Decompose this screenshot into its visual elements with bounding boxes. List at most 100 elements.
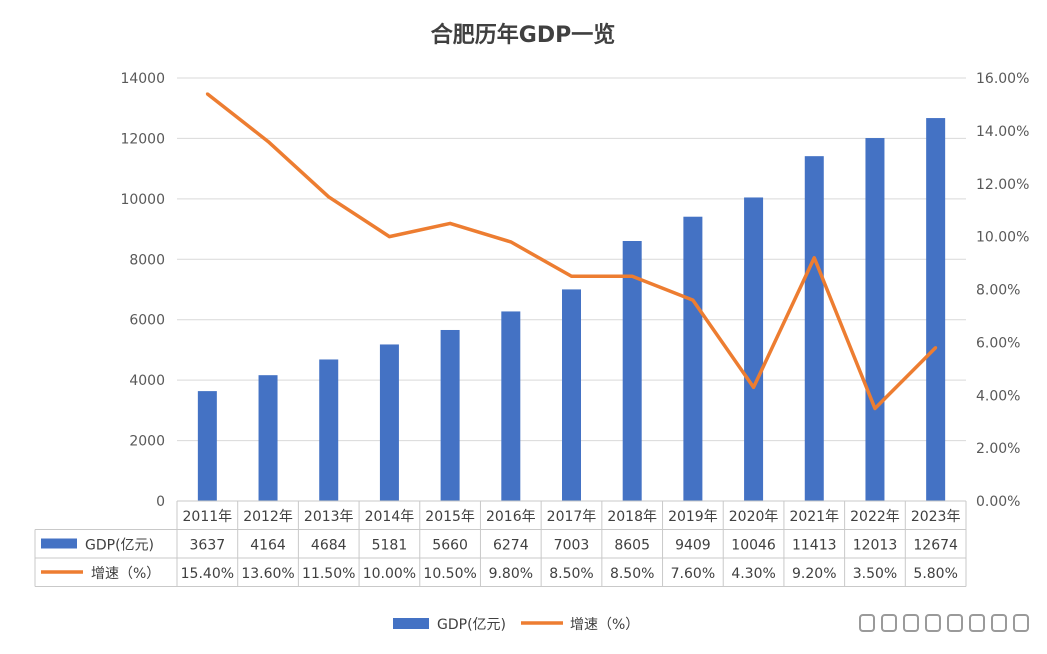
growth-value-label: 9.20%	[792, 566, 836, 582]
growth-value-label: 8.50%	[610, 566, 654, 582]
left-tick-label: 4000	[129, 373, 165, 389]
category-label: 2018年	[607, 509, 657, 525]
gdp-value-label: 5181	[372, 538, 408, 554]
gdp-value-label: 8605	[614, 538, 650, 554]
growth-point	[570, 274, 573, 278]
gdp-bar	[804, 156, 824, 501]
watermark-icon	[859, 614, 875, 632]
gdp-legend-key	[41, 538, 77, 549]
growth-point	[266, 139, 270, 143]
growth-value-label: 7.60%	[671, 566, 715, 582]
gdp-bar	[926, 118, 946, 501]
watermark-icon	[881, 614, 897, 632]
growth-point	[509, 240, 513, 244]
category-label: 2015年	[425, 509, 475, 525]
gdp-bar	[683, 216, 703, 501]
gdp-value-label: 9409	[675, 538, 711, 554]
growth-point	[630, 274, 634, 278]
growth-line	[205, 92, 938, 411]
category-label: 2013年	[304, 509, 354, 525]
right-tick-label: 6.00%	[976, 335, 1020, 351]
growth-value-label: 9.80%	[489, 566, 533, 582]
growth-value-label: 4.30%	[731, 566, 775, 582]
growth-point	[691, 298, 695, 302]
gdp-value-label: 7003	[554, 538, 590, 554]
growth-value-label: 10.50%	[423, 566, 476, 582]
gdp-bar	[197, 391, 217, 501]
left-tick-label: 10000	[120, 192, 165, 208]
gdp-row-label: GDP(亿元)	[85, 538, 154, 554]
legend: GDP(亿元) 增速（%）	[393, 617, 639, 633]
gdp-bar	[319, 359, 339, 501]
right-tick-label: 4.00%	[976, 388, 1020, 404]
legend-gdp-key	[393, 618, 429, 629]
gdp-bar	[562, 289, 581, 501]
gdp-bar	[865, 138, 885, 502]
category-label: 2020年	[729, 509, 779, 525]
category-label: 2014年	[365, 509, 415, 525]
watermark-icons	[841, 614, 1029, 634]
left-tick-label: 0	[156, 494, 165, 510]
gdp-value-label: 5660	[432, 538, 468, 554]
right-tick-label: 8.00%	[976, 283, 1020, 299]
category-label: 2016年	[486, 509, 536, 525]
gdp-value-label: 12674	[913, 538, 958, 554]
category-label: 2011年	[183, 509, 233, 525]
watermark-icon	[969, 614, 985, 632]
legend-gdp-label: GDP(亿元)	[437, 617, 506, 633]
left-tick-label: 6000	[129, 313, 165, 329]
watermark-icon	[925, 614, 941, 632]
right-tick-label: 0.00%	[976, 494, 1020, 510]
category-label: 2023年	[911, 509, 961, 525]
growth-value-label: 8.50%	[549, 566, 593, 582]
growth-value-label: 15.40%	[181, 566, 234, 582]
category-label: 2022年	[850, 509, 900, 525]
category-label: 2019年	[668, 509, 718, 525]
growth-row-label: 增速（%）	[91, 566, 160, 582]
watermark-icon	[947, 614, 963, 632]
left-tick-label: 8000	[129, 252, 165, 268]
gdp-value-label: 4164	[250, 538, 286, 554]
growth-point	[387, 235, 391, 239]
left-tick-label: 12000	[120, 131, 165, 147]
gdp-bar	[744, 197, 764, 501]
gdp-bar	[501, 311, 521, 501]
legend-growth-label: 增速（%）	[570, 617, 639, 633]
gdp-bar	[622, 241, 642, 501]
gdp-value-label: 6274	[493, 538, 529, 554]
growth-value-label: 10.00%	[363, 566, 416, 582]
growth-point	[327, 195, 331, 199]
gdp-bars	[197, 118, 946, 502]
gdp-value-label: 3637	[190, 538, 226, 554]
watermark-icon	[903, 614, 919, 632]
right-tick-label: 14.00%	[976, 124, 1029, 140]
growth-value-label: 11.50%	[302, 566, 355, 582]
growth-value-label: 5.80%	[913, 566, 957, 582]
category-label: 2017年	[547, 509, 597, 525]
watermark-icon	[1013, 614, 1029, 632]
growth-point	[873, 406, 877, 410]
left-tick-label: 14000	[120, 71, 165, 87]
right-tick-label: 16.00%	[976, 71, 1029, 87]
data-table: 2011年 2012年 2013年 2014年 2015年 2016年 2017年 2018年…	[34, 500, 967, 587]
right-axis-ticks: 0.00% 2.00% 4.00% 6.00% 8.00% 10.00% 12.00% 14.…	[976, 71, 1029, 510]
watermark-icon	[991, 614, 1007, 632]
gdp-bar	[440, 329, 460, 501]
gdp-bar	[258, 375, 278, 501]
gdp-value-label: 4684	[311, 538, 347, 554]
growth-point	[205, 92, 209, 96]
left-tick-label: 2000	[129, 434, 165, 450]
category-label: 2021年	[789, 509, 839, 525]
gdp-value-label: 11413	[792, 538, 837, 554]
gdp-value-label: 12013	[853, 538, 898, 554]
gdp-bar	[379, 344, 399, 501]
right-tick-label: 10.00%	[976, 230, 1029, 246]
chart-title: 合肥历年GDP一览	[431, 22, 615, 48]
left-axis-ticks: 0 2000 4000 6000 8000 10000 12000 14000	[120, 71, 165, 510]
growth-value-label: 13.60%	[241, 566, 294, 582]
growth-point	[812, 256, 816, 260]
category-label: 2012年	[243, 509, 293, 525]
growth-point	[752, 385, 756, 389]
growth-point	[934, 346, 938, 350]
